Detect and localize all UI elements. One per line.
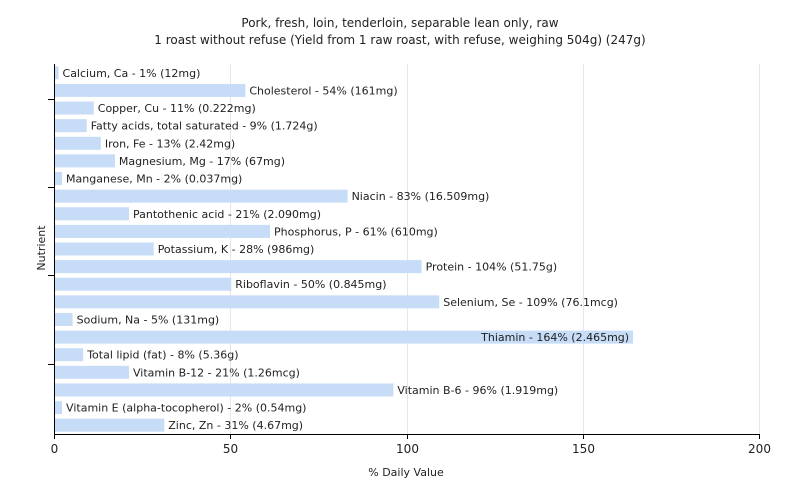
bar — [55, 242, 154, 256]
bar — [55, 119, 87, 133]
bar-label: Thiamin - 164% (2.465mg) — [480, 331, 629, 344]
bar-label: Selenium, Se - 109% (76.1mcg) — [443, 296, 618, 309]
bar-label: Zinc, Zn - 31% (4.67mg) — [168, 419, 303, 432]
bar-label: Sodium, Na - 5% (131mg) — [77, 313, 220, 326]
bar-label: Total lipid (fat) - 8% (5.36g) — [86, 349, 238, 362]
gridlines — [230, 64, 760, 434]
bar — [55, 83, 246, 97]
bar — [55, 330, 634, 344]
bar — [55, 189, 348, 203]
bar-label: Riboflavin - 50% (0.845mg) — [235, 278, 386, 291]
bar-label: Cholesterol - 54% (161mg) — [249, 84, 397, 97]
bar — [55, 365, 130, 379]
y-axis-title: Nutrient — [35, 225, 48, 271]
bar-label: Vitamin E (alpha-tocopherol) - 2% (0.54m… — [66, 402, 306, 415]
bar — [55, 66, 59, 80]
chart-subtitle: 1 roast without refuse (Yield from 1 raw… — [154, 33, 645, 47]
bar-label: Protein - 104% (51.75g) — [426, 261, 558, 274]
bars — [55, 66, 634, 432]
bar-label: Iron, Fe - 13% (2.42mg) — [105, 137, 235, 150]
bar-label: Manganese, Mn - 2% (0.037mg) — [66, 173, 242, 186]
bar-label: Pantothenic acid - 21% (2.090mg) — [133, 208, 321, 221]
bar — [55, 295, 440, 309]
bar — [55, 383, 394, 397]
bar — [55, 136, 101, 150]
x-tick-label: 0 — [51, 442, 59, 456]
bar — [55, 312, 73, 326]
bar — [55, 418, 165, 432]
bar — [55, 101, 94, 115]
bar-labels: Calcium, Ca - 1% (12mg) Cholesterol - 54%… — [63, 67, 630, 432]
bar — [55, 154, 115, 168]
bar-label: Vitamin B-6 - 96% (1.919mg) — [397, 384, 558, 397]
axes: 0 50 100 150 200 — [48, 64, 771, 456]
bar — [55, 224, 271, 238]
bar — [55, 277, 232, 291]
bar — [55, 260, 422, 274]
x-tick-label: 100 — [396, 442, 419, 456]
chart-title: Pork, fresh, loin, tenderloin, separable… — [241, 16, 558, 30]
bar-label: Fatty acids, total saturated - 9% (1.724… — [91, 120, 318, 133]
x-tick-label: 50 — [223, 442, 238, 456]
bar-label: Vitamin B-12 - 21% (1.26mcg) — [133, 366, 300, 379]
bar-label: Potassium, K - 28% (986mg) — [158, 243, 315, 256]
bar — [55, 172, 63, 186]
bar-label: Niacin - 83% (16.509mg) — [352, 190, 490, 203]
bar — [55, 207, 130, 221]
x-tick-label: 200 — [748, 442, 771, 456]
bar-label: Magnesium, Mg - 17% (67mg) — [119, 155, 285, 168]
bar-label: Calcium, Ca - 1% (12mg) — [63, 67, 201, 80]
bar — [55, 348, 84, 362]
bar-label: Phosphorus, P - 61% (610mg) — [274, 225, 438, 238]
bar-label: Copper, Cu - 11% (0.222mg) — [98, 102, 256, 115]
x-axis-title: % Daily Value — [368, 466, 444, 479]
bar — [55, 401, 63, 415]
x-tick-label: 150 — [572, 442, 595, 456]
